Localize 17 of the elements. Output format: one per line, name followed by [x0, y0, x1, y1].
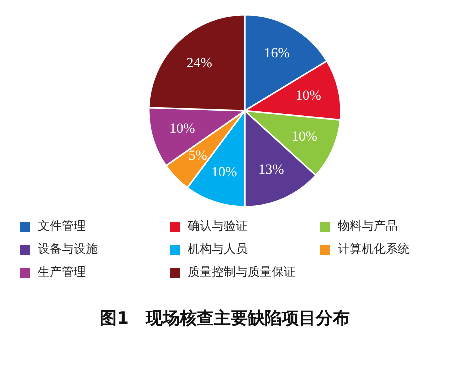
legend-label: 生产管理 [38, 264, 86, 281]
text: 图1 现场核查主要缺陷项目分布 [99, 308, 351, 330]
legend-label: 文件管理 [38, 218, 86, 235]
data-label: 10% [212, 165, 238, 180]
data-label: 10% [292, 130, 318, 145]
data-label: 16% [264, 46, 290, 62]
data-label: 24% [186, 56, 213, 72]
data-label: 10% [170, 122, 196, 138]
legend-label: 质量控制与质量保证 [188, 264, 296, 281]
data-label: 10% [296, 88, 322, 104]
legend-label: 物料与产品 [338, 218, 398, 235]
legend-label: 设备与设施 [38, 241, 98, 258]
data-label: 5% [188, 148, 208, 164]
legend-label: 机构与人员 [188, 241, 248, 258]
data-label: 13% [258, 163, 285, 178]
legend-label: 计算机化系统 [338, 241, 410, 258]
legend-label: 确认与验证 [188, 218, 248, 235]
